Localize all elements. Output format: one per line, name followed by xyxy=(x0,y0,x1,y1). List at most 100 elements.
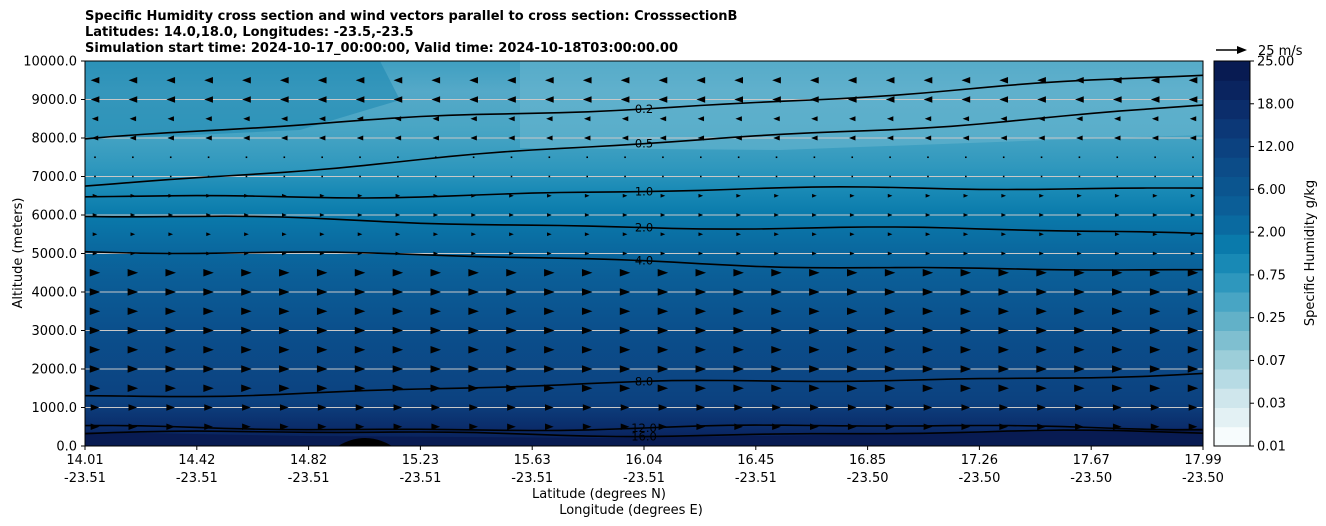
wind-vector xyxy=(657,307,669,316)
wind-vector xyxy=(319,232,325,237)
wind-vector xyxy=(430,365,442,373)
wind-vector xyxy=(660,251,666,256)
wind-vector xyxy=(1036,384,1047,393)
contour-label: 1.0 xyxy=(635,185,653,199)
wind-vector xyxy=(544,77,554,84)
colorbar: 0.01 0.03 0.07 0.25 0.75 2.00 6.00 12.00 18.00 25… xyxy=(1213,55,1294,455)
wind-vector xyxy=(1037,96,1046,103)
wind-vector xyxy=(734,96,744,103)
wind-vector xyxy=(127,268,139,277)
wind-vector xyxy=(699,175,702,178)
y-tick-label: 7000.0 xyxy=(32,170,78,185)
wind-vector xyxy=(1039,251,1044,256)
wind-vector xyxy=(1036,326,1047,335)
wind-vector xyxy=(660,232,666,237)
wind-vector xyxy=(544,423,554,430)
humidity-contours: 16.012.0 8.0 4.0 2.0 1.0 0.5 0.2 xyxy=(85,74,1203,444)
wind-vector xyxy=(392,326,404,335)
x-axis-label-latitude: Latitude (degrees N) xyxy=(532,487,666,502)
wind-vector xyxy=(283,156,286,159)
wind-vector xyxy=(923,404,933,411)
wind-vector xyxy=(775,175,778,178)
wind-vector xyxy=(698,232,704,237)
wind-vector xyxy=(1152,251,1158,256)
wind-vector xyxy=(1114,116,1121,122)
wind-vector xyxy=(431,96,441,103)
wind-vector xyxy=(581,365,593,373)
wind-vector xyxy=(884,384,896,393)
wind-vector xyxy=(355,96,365,103)
wind-vector xyxy=(960,307,972,316)
wind-vector xyxy=(279,96,289,103)
wind-vector xyxy=(662,175,664,178)
wind-vector xyxy=(241,326,252,335)
wind-vector xyxy=(925,251,931,256)
wind-vector xyxy=(696,96,706,103)
wind-vector xyxy=(205,116,212,122)
colorbar-swatch xyxy=(1214,215,1250,235)
wind-vector xyxy=(279,345,290,354)
wind-vector xyxy=(1077,213,1082,217)
wind-vector xyxy=(166,96,176,103)
wind-vector xyxy=(849,213,855,217)
wind-vector xyxy=(469,404,478,411)
contour-label: 8.0 xyxy=(635,374,653,388)
wind-vector xyxy=(393,77,403,84)
wind-vector xyxy=(433,232,439,237)
wind-vector xyxy=(586,156,589,159)
wind-vector xyxy=(279,365,290,373)
wind-vector xyxy=(1077,232,1082,237)
wind-vector xyxy=(1150,423,1160,430)
wind-vector xyxy=(392,365,404,373)
y-tick-label: 1000.0 xyxy=(32,401,78,416)
wind-vector xyxy=(1149,288,1161,296)
wind-vector xyxy=(697,116,705,122)
wind-vector xyxy=(127,288,139,296)
wind-vector xyxy=(847,404,857,411)
x-tick-label-lon: -23.51 xyxy=(735,471,777,486)
wind-vector xyxy=(998,365,1009,373)
wind-vector xyxy=(771,307,782,316)
wind-vector xyxy=(395,193,401,198)
wind-vector xyxy=(733,307,744,316)
wind-vector xyxy=(809,345,820,354)
wind-vector xyxy=(960,288,972,296)
wind-vector xyxy=(737,156,740,159)
x-tick-label-lat: 14.82 xyxy=(290,453,327,468)
wind-vector xyxy=(961,96,971,103)
wind-vector xyxy=(849,251,855,256)
wind-vector xyxy=(204,77,213,84)
wind-vector xyxy=(243,116,250,122)
wind-vector xyxy=(925,193,931,198)
wind-vector xyxy=(544,384,555,393)
wind-vector xyxy=(922,307,934,316)
wind-vector xyxy=(279,77,289,84)
wind-vector xyxy=(433,213,439,217)
wind-vector xyxy=(204,96,213,103)
wind-vector xyxy=(129,116,137,122)
wind-vector xyxy=(1000,116,1007,122)
wind-vector xyxy=(851,175,854,178)
wind-vector xyxy=(584,213,590,217)
wind-vector xyxy=(812,193,817,198)
wind-vector xyxy=(582,77,592,84)
wind-vector xyxy=(1150,77,1160,84)
colorbar-swatch xyxy=(1214,61,1250,81)
wind-vector xyxy=(507,96,516,103)
wind-vector xyxy=(657,326,669,335)
wind-vector xyxy=(166,77,176,84)
wind-vector xyxy=(316,345,328,354)
wind-vector xyxy=(169,156,172,159)
wind-vector xyxy=(620,404,630,411)
wind-vector xyxy=(772,404,781,411)
x-tick-label-lon: -23.50 xyxy=(1070,471,1112,486)
wind-vector xyxy=(1187,384,1199,393)
wind-vector xyxy=(811,135,818,141)
colorbar-tick-label: 0.75 xyxy=(1257,268,1286,283)
wind-vector xyxy=(581,384,593,393)
wind-vector xyxy=(165,384,176,393)
contour-label: 0.2 xyxy=(635,102,653,116)
wind-vector xyxy=(922,365,934,373)
wind-vector xyxy=(430,288,442,296)
wind-vector xyxy=(922,326,934,335)
